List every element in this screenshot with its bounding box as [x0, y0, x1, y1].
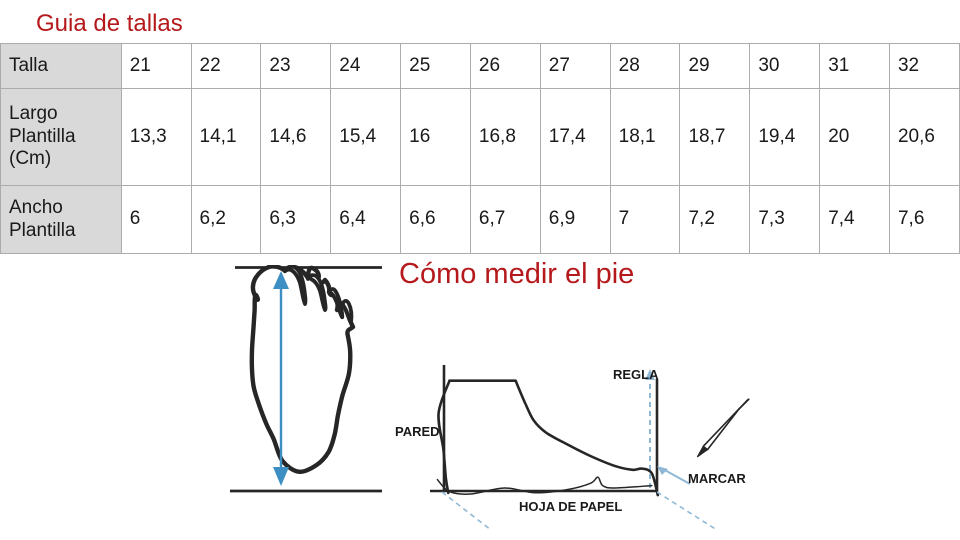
- svg-text:PARED: PARED: [395, 424, 440, 439]
- svg-text:MARCAR: MARCAR: [688, 471, 746, 486]
- svg-text:REGLA: REGLA: [613, 367, 659, 382]
- svg-text:HOJA DE PAPEL: HOJA DE PAPEL: [519, 499, 622, 514]
